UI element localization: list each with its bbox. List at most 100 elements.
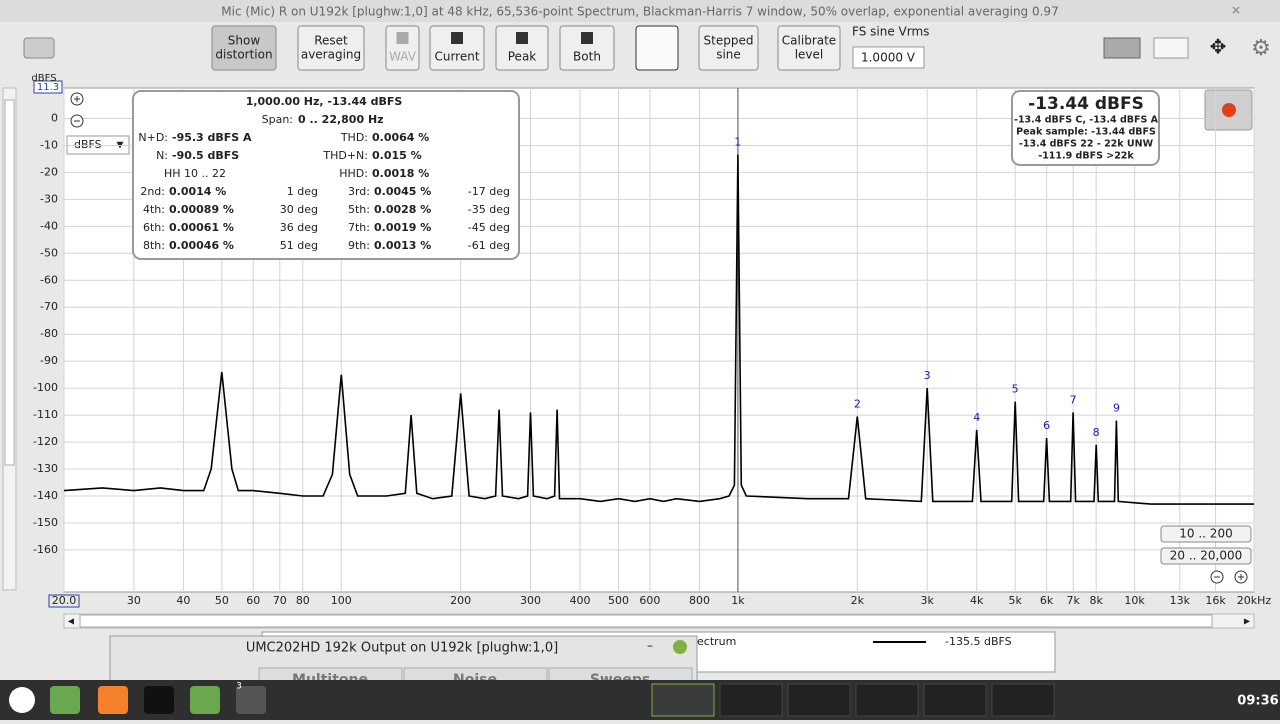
x-tick-label: 60 [246, 594, 260, 607]
x-tick-label: 20kHz [1237, 594, 1272, 607]
save-icon [516, 32, 528, 44]
harmonic-label: 9 [1113, 401, 1120, 414]
title-bar [0, 0, 1280, 22]
harmonic-value: 0.0019 % [374, 221, 431, 234]
y-unit: dBFS [31, 73, 56, 84]
move-icon[interactable]: ✥ [1210, 35, 1227, 59]
x-tick-label: 1k [731, 594, 745, 607]
taskbar-app[interactable] [236, 686, 266, 714]
scroll-thumb[interactable] [4, 99, 15, 466]
span-label: Span: [262, 113, 293, 126]
summary-line: Peak sample: -13.44 dBFS [1016, 127, 1156, 138]
range-button[interactable] [1160, 525, 1252, 543]
button-label: averaging [301, 48, 361, 62]
hh-range: HH 10 .. 22 [164, 167, 226, 180]
taskbar-app[interactable] [190, 686, 220, 714]
x-tick-label: 30 [127, 594, 141, 607]
harmonic-phase: 36 deg [280, 221, 318, 234]
harmonic-phase: -35 deg [468, 203, 510, 216]
y-tick-label: -60 [40, 273, 58, 286]
y-top-box[interactable] [33, 80, 63, 94]
stat-label: N: [156, 149, 168, 162]
harmonic-value: 0.00046 % [169, 239, 234, 252]
toolbar-button[interactable] [297, 25, 365, 71]
workspace[interactable] [651, 683, 715, 717]
close-button[interactable] [673, 640, 687, 654]
harmonic-label: 3rd: [348, 185, 370, 198]
workspace[interactable] [787, 683, 851, 717]
window-title: Mic (Mic) R on U192k [plughw:1,0] at 48 … [221, 5, 1058, 19]
workspace[interactable] [991, 683, 1055, 717]
button-label: sine [716, 48, 741, 62]
button-label: Calibrate [782, 34, 836, 48]
stat-label: THD: [340, 131, 368, 144]
x-tick-label: 13k [1170, 594, 1191, 607]
harmonic-value: 0.00089 % [169, 203, 234, 216]
scroll-arrow[interactable]: ▶ [1244, 617, 1251, 626]
close-button[interactable]: ✕ [1231, 4, 1241, 18]
second-window-title: UMC202HD 192k Output on U192k [plughw:1,… [246, 641, 558, 656]
save-icon [396, 32, 409, 44]
toolbar-button[interactable] [385, 25, 420, 71]
harmonic-phase: -45 deg [468, 221, 510, 234]
scroll-arrow[interactable]: ◀ [68, 617, 75, 626]
menu-button[interactable] [9, 687, 35, 713]
x-tick-label: 300 [520, 594, 541, 607]
workspace[interactable] [855, 683, 919, 717]
workspace[interactable] [719, 683, 783, 717]
fs-label: FS sine Vrms [852, 25, 929, 39]
y-tick-label: -40 [40, 219, 58, 232]
harmonic-label: 4 [973, 411, 980, 424]
taskbar-app[interactable] [98, 686, 128, 714]
y-tick-label: -10 [40, 138, 58, 151]
layout-button[interactable] [1153, 37, 1189, 59]
y-tick-label: -20 [40, 165, 58, 178]
legend-label: -135.5 dBFS [945, 635, 1012, 648]
workspace[interactable] [923, 683, 987, 717]
summary-main: -13.44 dBFS [1028, 94, 1144, 114]
harmonic-phase: -61 deg [468, 239, 510, 252]
button-label: Reset [314, 34, 348, 48]
harmonic-value: 0.0013 % [374, 239, 431, 252]
clock: 09:36 [1237, 694, 1278, 709]
x-tick-label: 800 [689, 594, 710, 607]
save-icon [581, 32, 593, 44]
minimize-button[interactable]: – [647, 639, 653, 653]
taskbar-app[interactable] [144, 686, 174, 714]
toolbar-button[interactable] [429, 25, 485, 71]
generator-button[interactable] [635, 25, 679, 71]
x-tick-label: 3k [920, 594, 934, 607]
x-tick-label: 400 [570, 594, 591, 607]
settings-icon[interactable]: ⚙ [1251, 36, 1271, 61]
x-tick-label: 4k [970, 594, 984, 607]
toolbar-button[interactable] [495, 25, 549, 71]
y-tick-label: -100 [33, 381, 58, 394]
info-box [132, 90, 520, 260]
taskbar-app[interactable] [50, 686, 80, 714]
toolbar-button[interactable] [211, 25, 277, 71]
toolbar-button[interactable] [777, 25, 841, 71]
stat-label: HHD: [339, 167, 368, 180]
y-tick-label: -120 [33, 435, 58, 448]
y-tick-label: -70 [40, 300, 58, 313]
toolbar-button[interactable] [698, 25, 759, 71]
scroll-thumb[interactable] [79, 614, 1213, 628]
record-icon [1222, 103, 1236, 117]
layout-button[interactable] [1103, 37, 1141, 59]
button-label: level [795, 48, 824, 62]
toolbar-button[interactable] [559, 25, 615, 71]
y-tick-label: -80 [40, 327, 58, 340]
range-label: 10 .. 200 [1179, 527, 1232, 541]
x-tick-label: 50 [215, 594, 229, 607]
harmonic-label: 4th: [143, 203, 165, 216]
x-start-box [48, 594, 80, 608]
summary-line: -13.4 dBFS C, -13.4 dBFS A [1014, 115, 1159, 126]
camera-button[interactable] [23, 37, 55, 59]
fs-input[interactable] [852, 46, 925, 69]
range-label: 20 .. 20,000 [1170, 549, 1243, 563]
range-button[interactable] [1160, 547, 1252, 565]
span-value: 0 .. 22,800 Hz [298, 113, 384, 126]
harmonic-label: 8 [1093, 426, 1100, 439]
harmonic-label: 8th: [143, 239, 165, 252]
y-tick-label: -90 [40, 354, 58, 367]
